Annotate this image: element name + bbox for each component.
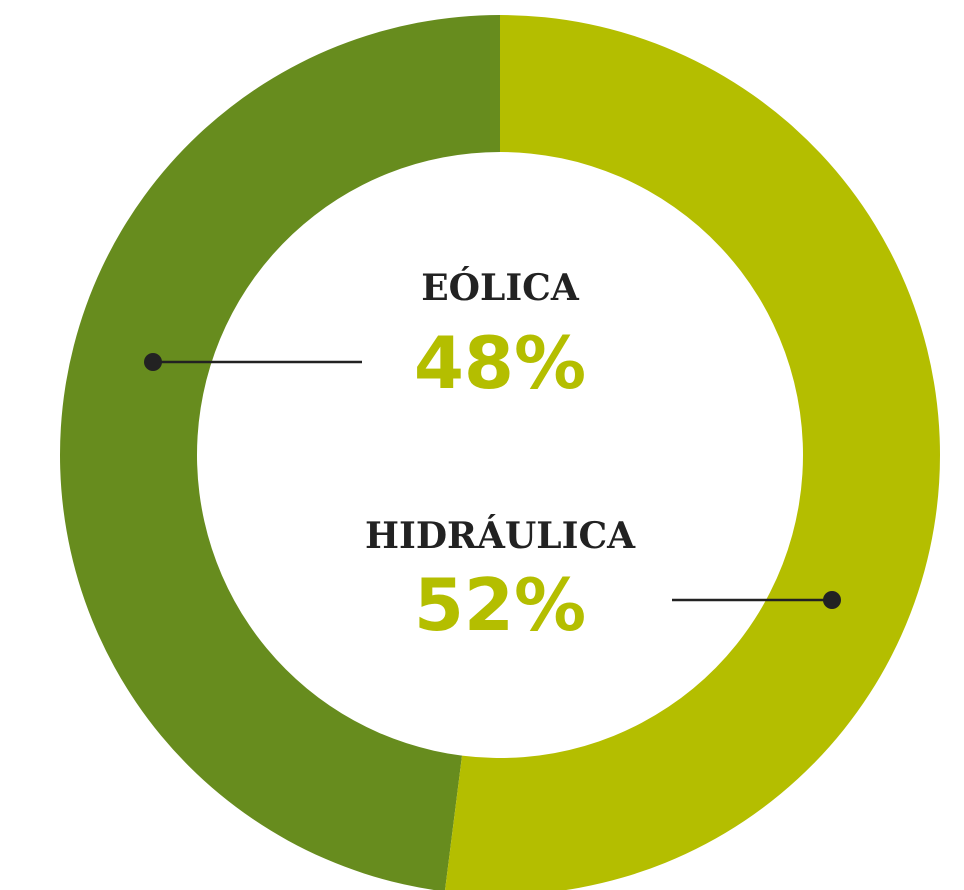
slice: [60, 15, 500, 890]
slice: [445, 15, 941, 890]
leader-dot: [823, 591, 841, 609]
category-label: EÓLICA: [421, 267, 580, 309]
value-label: 48%: [414, 321, 586, 405]
value-label: 52%: [414, 563, 586, 647]
category-label: HIDRÁULICA: [365, 515, 636, 557]
slices: [60, 15, 941, 890]
leader-dot: [144, 353, 162, 371]
